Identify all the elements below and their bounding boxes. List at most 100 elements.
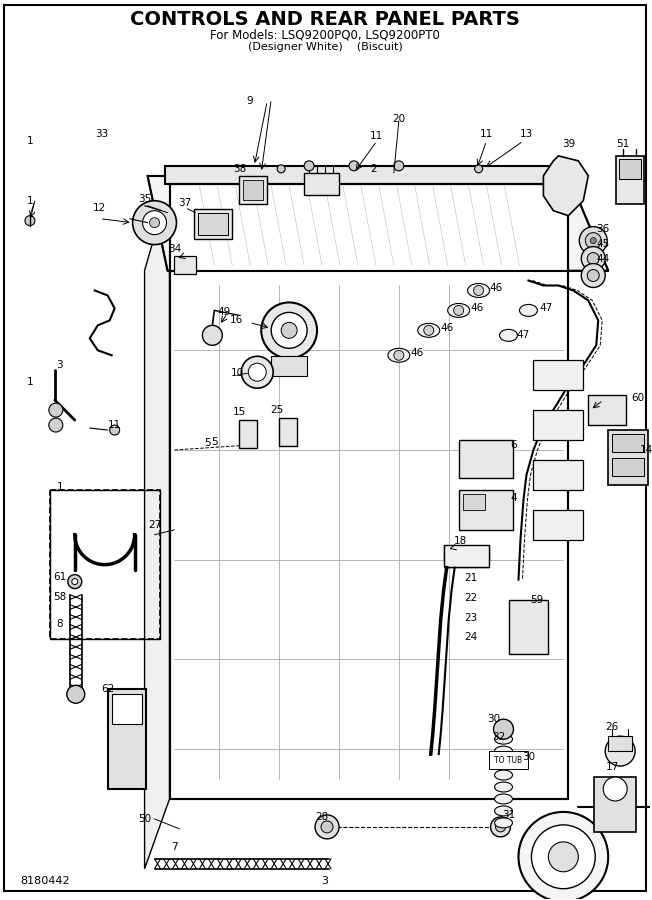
Text: 51: 51 [617,139,630,148]
Circle shape [394,350,404,360]
Circle shape [110,425,120,435]
Circle shape [518,812,608,900]
Bar [608,736,632,752]
Text: 11: 11 [108,420,121,430]
Text: 8: 8 [57,619,63,629]
Ellipse shape [520,304,537,317]
Circle shape [424,326,434,336]
Text: 33: 33 [95,129,108,139]
Circle shape [248,364,266,382]
Text: 59: 59 [530,595,543,605]
Bar [444,544,488,567]
Bar [608,430,648,485]
Text: 50: 50 [138,814,151,824]
Circle shape [579,227,607,255]
Circle shape [585,232,601,248]
Text: 1: 1 [27,195,33,206]
Ellipse shape [388,348,410,363]
Text: 14: 14 [640,445,652,455]
Circle shape [349,161,359,171]
Bar [488,752,528,770]
Circle shape [582,264,605,287]
Bar [175,256,196,274]
Bar [198,212,228,235]
Bar [616,156,644,203]
Circle shape [49,418,63,432]
Circle shape [590,238,596,244]
Ellipse shape [418,323,439,338]
Text: 16: 16 [230,315,243,326]
Text: 36: 36 [597,224,610,234]
Bar [170,184,569,799]
Text: 49: 49 [218,308,231,318]
Circle shape [277,165,285,173]
Text: 8180442: 8180442 [20,876,70,886]
Circle shape [605,736,635,766]
Circle shape [582,247,605,271]
Circle shape [149,218,160,228]
Bar [239,420,258,448]
Text: 31: 31 [502,810,515,820]
Circle shape [473,285,484,295]
Text: 47: 47 [540,303,553,313]
Bar [243,180,263,200]
Circle shape [143,211,166,235]
Text: 15: 15 [233,407,246,417]
Text: For Models: LSQ9200PQ0, LSQ9200PT0: For Models: LSQ9200PQ0, LSQ9200PT0 [210,29,440,41]
Polygon shape [147,176,608,271]
Ellipse shape [495,782,512,792]
Text: 35: 35 [138,194,151,203]
Bar [458,440,514,478]
Circle shape [315,814,339,839]
Circle shape [49,403,63,417]
Text: 27: 27 [148,520,161,530]
Text: 44: 44 [597,254,610,264]
Text: 20: 20 [393,114,406,124]
Circle shape [475,165,482,173]
Text: 10: 10 [231,368,244,378]
Bar [463,494,484,509]
Bar [194,209,232,238]
Text: (Designer White)    (Biscuit): (Designer White) (Biscuit) [248,42,402,52]
Circle shape [558,178,574,194]
Circle shape [281,322,297,338]
Circle shape [587,253,599,265]
Text: 30: 30 [487,715,500,724]
Bar [50,490,160,639]
Text: 6: 6 [510,440,517,450]
Text: 12: 12 [93,202,106,212]
Text: 39: 39 [562,139,575,148]
Circle shape [531,825,595,888]
Text: 18: 18 [454,536,467,545]
Bar [239,176,267,203]
Circle shape [494,719,514,739]
Circle shape [603,777,627,801]
Text: 25: 25 [271,405,284,415]
Polygon shape [145,184,170,868]
Circle shape [496,822,505,832]
Text: 5: 5 [204,438,211,448]
Text: 22: 22 [464,592,477,603]
Text: 11: 11 [370,130,383,141]
Circle shape [321,821,333,833]
Circle shape [271,312,307,348]
Text: 30: 30 [522,752,535,762]
Text: 46: 46 [440,323,453,333]
Text: 2: 2 [370,164,378,174]
Text: 13: 13 [520,129,533,139]
Circle shape [68,574,82,589]
Bar [533,509,584,540]
Bar [588,395,626,425]
Bar [279,418,297,446]
Text: 3: 3 [57,360,63,370]
Text: 60: 60 [632,393,645,403]
Circle shape [67,685,85,703]
Text: CONTROLS AND REAR PANEL PARTS: CONTROLS AND REAR PANEL PARTS [130,10,520,29]
Bar [612,458,644,476]
Ellipse shape [499,329,518,341]
Bar [304,173,339,194]
Text: 1: 1 [27,377,33,387]
Text: 11: 11 [480,129,493,139]
Text: 24: 24 [464,633,477,643]
Circle shape [394,161,404,171]
